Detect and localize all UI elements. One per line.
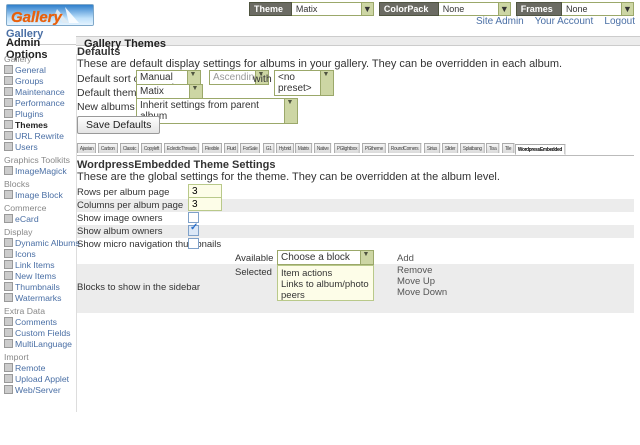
svg-text:Gallery: Gallery <box>11 9 63 26</box>
